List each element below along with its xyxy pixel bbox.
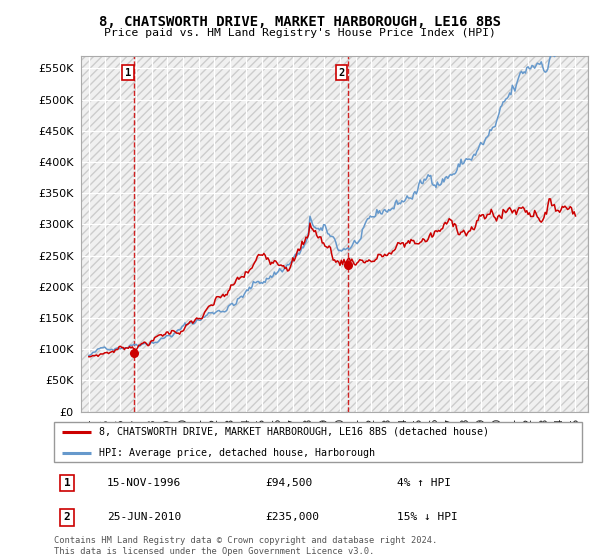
Text: £235,000: £235,000: [265, 512, 319, 522]
Text: 1: 1: [125, 68, 131, 78]
Text: 1: 1: [64, 478, 71, 488]
Text: 8, CHATSWORTH DRIVE, MARKET HARBOROUGH, LE16 8BS: 8, CHATSWORTH DRIVE, MARKET HARBOROUGH, …: [99, 15, 501, 29]
Text: HPI: Average price, detached house, Harborough: HPI: Average price, detached house, Harb…: [99, 448, 375, 458]
Text: £94,500: £94,500: [265, 478, 313, 488]
Text: 2: 2: [338, 68, 344, 78]
Text: 15% ↓ HPI: 15% ↓ HPI: [397, 512, 458, 522]
Text: Price paid vs. HM Land Registry's House Price Index (HPI): Price paid vs. HM Land Registry's House …: [104, 28, 496, 38]
Text: 4% ↑ HPI: 4% ↑ HPI: [397, 478, 451, 488]
FancyBboxPatch shape: [54, 422, 582, 462]
Text: 25-JUN-2010: 25-JUN-2010: [107, 512, 181, 522]
Text: Contains HM Land Registry data © Crown copyright and database right 2024.
This d: Contains HM Land Registry data © Crown c…: [54, 536, 437, 556]
Text: 15-NOV-1996: 15-NOV-1996: [107, 478, 181, 488]
Text: 8, CHATSWORTH DRIVE, MARKET HARBOROUGH, LE16 8BS (detached house): 8, CHATSWORTH DRIVE, MARKET HARBOROUGH, …: [99, 427, 489, 437]
Text: 2: 2: [64, 512, 71, 522]
